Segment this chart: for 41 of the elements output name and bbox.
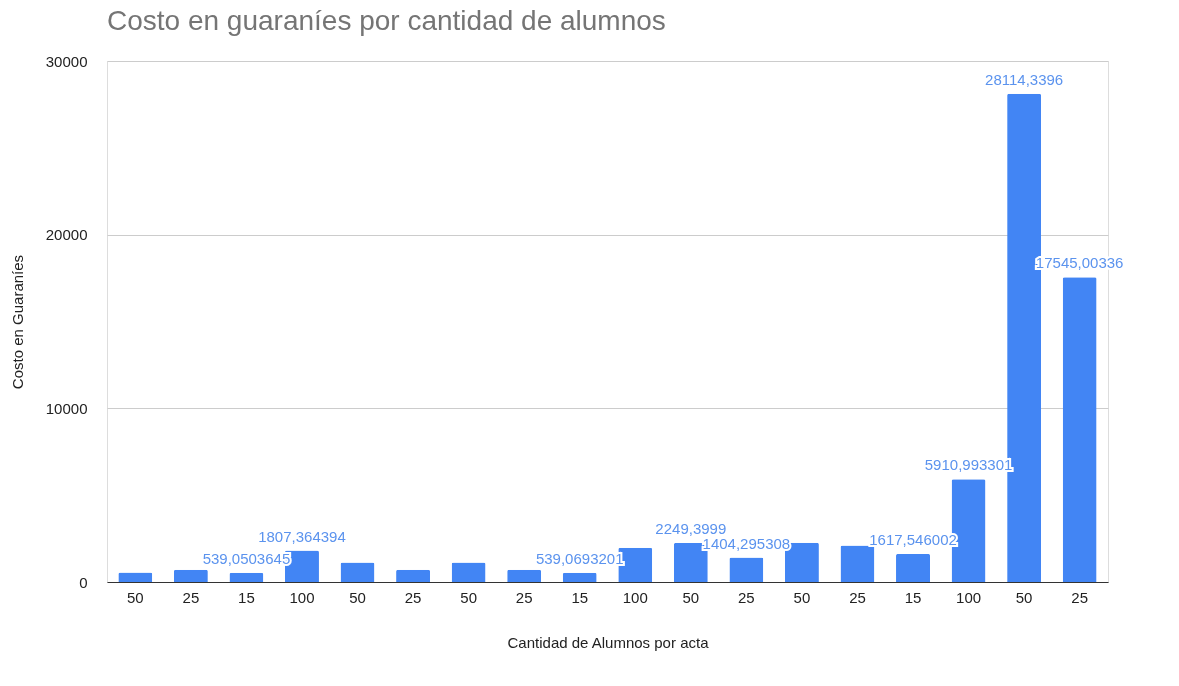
x-tick-label: 25 — [849, 588, 866, 606]
x-tick-label: 25 — [738, 588, 755, 606]
x-tick-label: 25 — [515, 588, 533, 606]
bar — [840, 545, 875, 582]
y-tick-label: 30000 — [45, 52, 88, 70]
x-tick-label: 100 — [622, 588, 648, 606]
bar — [1062, 277, 1097, 582]
x-tick-label: 25 — [404, 588, 422, 606]
data-label: 2249,3999 — [655, 519, 727, 537]
bar — [507, 569, 542, 582]
x-tick-label: 50 — [1015, 588, 1033, 606]
x-axis-title: Cantidad de Alumnos por acta — [507, 633, 710, 651]
bar — [340, 562, 375, 582]
bar — [118, 572, 153, 582]
y-tick-label: 10000 — [45, 399, 88, 417]
data-label: 28114,3396 — [985, 70, 1064, 88]
x-tick-label: 50 — [349, 588, 366, 606]
bar — [562, 572, 597, 582]
x-tick-label: 15 — [238, 588, 255, 606]
x-tick-label: 50 — [793, 588, 811, 606]
chart-title: Costo en guaraníes por cantidad de alumnos — [107, 5, 666, 36]
bar — [896, 553, 931, 582]
x-tick-label: 100 — [956, 588, 982, 606]
x-tick-label: 50 — [126, 588, 144, 606]
bar — [451, 562, 486, 582]
bar — [173, 569, 208, 582]
x-tick-label: 25 — [1071, 588, 1089, 606]
data-label: 1404,295308 — [702, 534, 791, 552]
x-tick-label: 25 — [182, 588, 200, 606]
x-tick-label: 15 — [571, 588, 589, 606]
y-tick-label: 20000 — [45, 226, 88, 244]
bar — [396, 569, 431, 582]
y-tick-label: 0 — [79, 573, 88, 591]
x-tick-label: 50 — [682, 588, 700, 606]
data-label: 1807,364394 — [258, 527, 346, 545]
y-axis-title: Costo en Guaraníes — [8, 254, 26, 390]
x-tick-label: 100 — [289, 588, 315, 606]
bar — [229, 572, 264, 582]
bar — [729, 557, 764, 582]
x-tick-label: 50 — [460, 588, 477, 606]
x-tick-label: 15 — [904, 588, 922, 606]
